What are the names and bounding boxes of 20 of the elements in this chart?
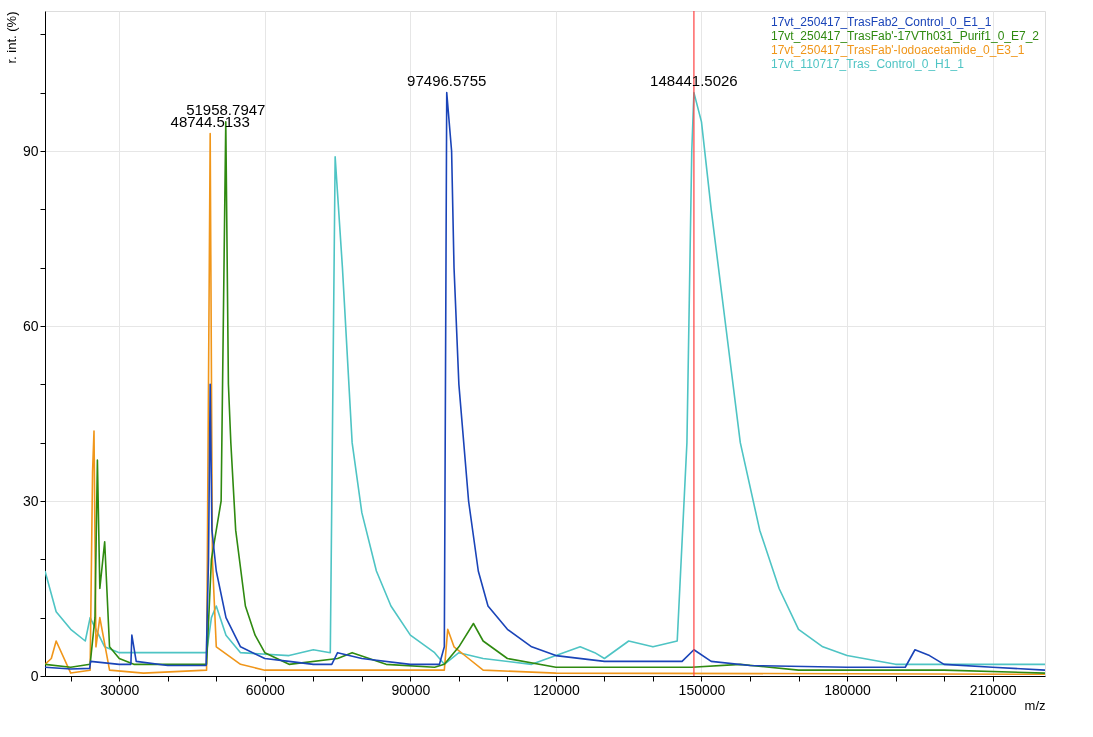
text: 17vt_250417_TrasFab'-17VTh031_Purif1_0_E7_2: [771, 29, 1040, 43]
text: 17vt_250417_TrasFab2_Control_0_E1_1: [771, 15, 992, 29]
y-tick-label: 0: [30, 667, 39, 684]
x-axis-title: m/z: [1024, 697, 1046, 713]
text: 17vt_110717_Tras_Control_0_H1_1: [771, 57, 965, 71]
y-tick-label: 90: [22, 142, 39, 159]
annotation: 97496.5755: [407, 71, 487, 89]
text: 17vt_250417_TrasFab'-Iodoacetamide_0_E3_1: [771, 43, 1025, 57]
x-tick-label: 90000: [391, 681, 431, 698]
y-tick-label: 60: [22, 317, 39, 334]
y-tick-label: 30: [22, 492, 39, 509]
x-tick-label: 30000: [100, 681, 140, 698]
x-tick-label: 60000: [245, 681, 285, 698]
x-tick-label: 150000: [678, 681, 726, 698]
x-tick-label: 210000: [969, 681, 1017, 698]
annotation: 148441.5026: [650, 71, 738, 89]
annotation: 51958.7947: [186, 100, 266, 118]
y-axis-title: r. int. (%): [3, 11, 19, 64]
x-tick-label: 120000: [533, 681, 580, 698]
x-tick-label: 180000: [824, 681, 872, 698]
